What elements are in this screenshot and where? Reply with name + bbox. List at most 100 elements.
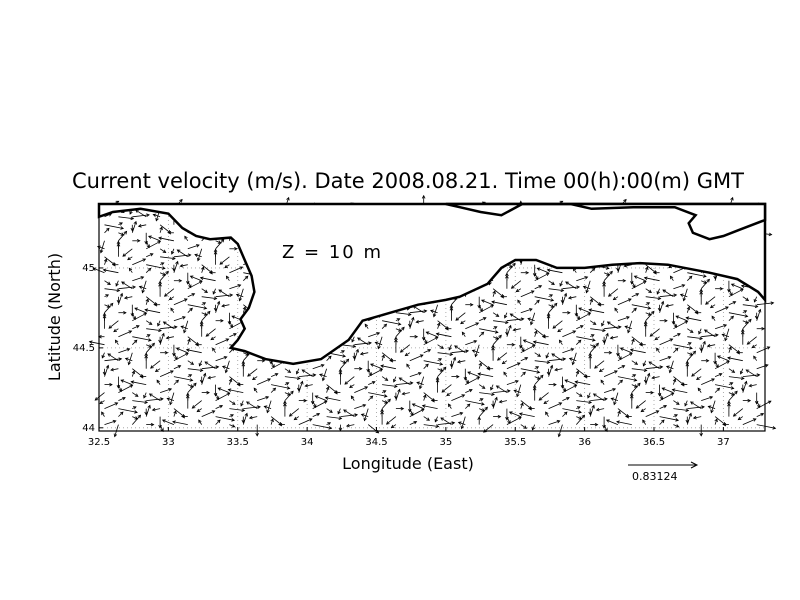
current-vector: [559, 280, 563, 287]
current-vector: [187, 338, 191, 345]
current-vector: [589, 342, 599, 353]
current-vector: [671, 388, 688, 393]
current-vector: [159, 226, 163, 233]
current-vector: [696, 376, 702, 381]
current-vector: [127, 352, 133, 366]
current-vector: [691, 368, 702, 377]
current-vector: [576, 339, 582, 345]
current-vector: [689, 401, 702, 409]
current-vector: [284, 376, 301, 380]
x-tick-label: 36.5: [643, 437, 665, 448]
current-vector: [132, 406, 137, 410]
current-vector: [519, 336, 523, 349]
current-vector: [492, 290, 496, 297]
current-vector: [753, 296, 758, 303]
current-vector: [576, 406, 581, 410]
current-vector: [199, 376, 204, 384]
current-vector: [640, 408, 646, 413]
current-vector: [201, 266, 205, 273]
current-vector: [225, 275, 230, 281]
current-vector: [659, 338, 674, 346]
current-vector: [131, 220, 137, 233]
current-vector: [215, 238, 225, 250]
current-vector: [435, 332, 452, 338]
current-vector: [592, 393, 605, 401]
coastline-north: [445, 202, 767, 241]
current-vector: [118, 397, 126, 401]
current-vector: [510, 280, 522, 289]
current-vector: [165, 335, 174, 340]
current-vector: [173, 316, 186, 322]
current-vector: [687, 336, 704, 341]
current-vector: [121, 281, 133, 290]
current-vector: [673, 333, 681, 338]
current-vector: [411, 403, 424, 409]
current-vector: [257, 378, 271, 385]
current-vector: [88, 340, 105, 346]
current-vector: [548, 419, 561, 425]
current-vector: [423, 336, 439, 346]
current-vector: [215, 416, 236, 422]
current-vector: [213, 304, 218, 312]
current-vector: [310, 392, 315, 405]
current-vector: [381, 400, 389, 404]
current-vector: [123, 295, 133, 300]
current-vector: [493, 389, 511, 393]
current-vector: [199, 320, 204, 329]
current-vector: [756, 346, 771, 354]
current-vector: [714, 373, 723, 377]
current-vector: [141, 280, 147, 294]
current-vector: [257, 358, 266, 363]
current-vector: [298, 418, 313, 425]
current-vector: [229, 333, 237, 338]
current-vector: [478, 304, 483, 313]
current-vector: [471, 349, 480, 354]
current-vector: [657, 384, 662, 397]
current-vector: [132, 312, 148, 322]
current-vector: [492, 336, 500, 340]
current-vector: [423, 392, 435, 402]
current-vector: [643, 376, 648, 384]
current-vector: [270, 416, 283, 426]
current-vector: [314, 395, 327, 401]
current-vector: [455, 312, 466, 321]
y-tick-label: 44: [82, 423, 95, 434]
current-vector: [562, 310, 571, 315]
current-vector: [104, 288, 121, 293]
current-vector: [218, 289, 230, 298]
current-vector: [229, 246, 238, 251]
current-vector: [437, 352, 454, 356]
current-vector: [158, 280, 162, 289]
current-vector: [215, 318, 224, 323]
current-vector: [756, 424, 777, 430]
current-vector: [189, 275, 202, 282]
current-vector: [742, 318, 752, 329]
current-vector: [360, 413, 369, 417]
current-vector: [159, 224, 172, 234]
current-vector: [589, 296, 602, 306]
current-vector: [686, 412, 692, 425]
current-vector: [575, 370, 580, 377]
current-vector: [356, 337, 369, 346]
current-vector: [742, 418, 757, 425]
current-vector: [390, 424, 397, 429]
current-vector: [673, 347, 679, 353]
current-vector: [180, 325, 188, 330]
current-vector: [263, 405, 272, 409]
current-vector: [173, 376, 194, 382]
current-vector: [247, 368, 258, 377]
current-vector: [345, 423, 355, 428]
current-vector: [700, 278, 710, 289]
current-vector: [534, 272, 539, 281]
current-vector: [221, 303, 230, 308]
current-vector: [132, 339, 138, 345]
current-vector: [522, 339, 535, 346]
current-vector: [201, 365, 220, 370]
current-vector: [215, 338, 230, 346]
current-vector: [506, 324, 512, 337]
current-vector: [104, 357, 123, 362]
current-vector: [603, 370, 618, 377]
current-vector: [662, 289, 674, 298]
current-vector: [284, 382, 290, 386]
current-vector: [115, 280, 119, 287]
